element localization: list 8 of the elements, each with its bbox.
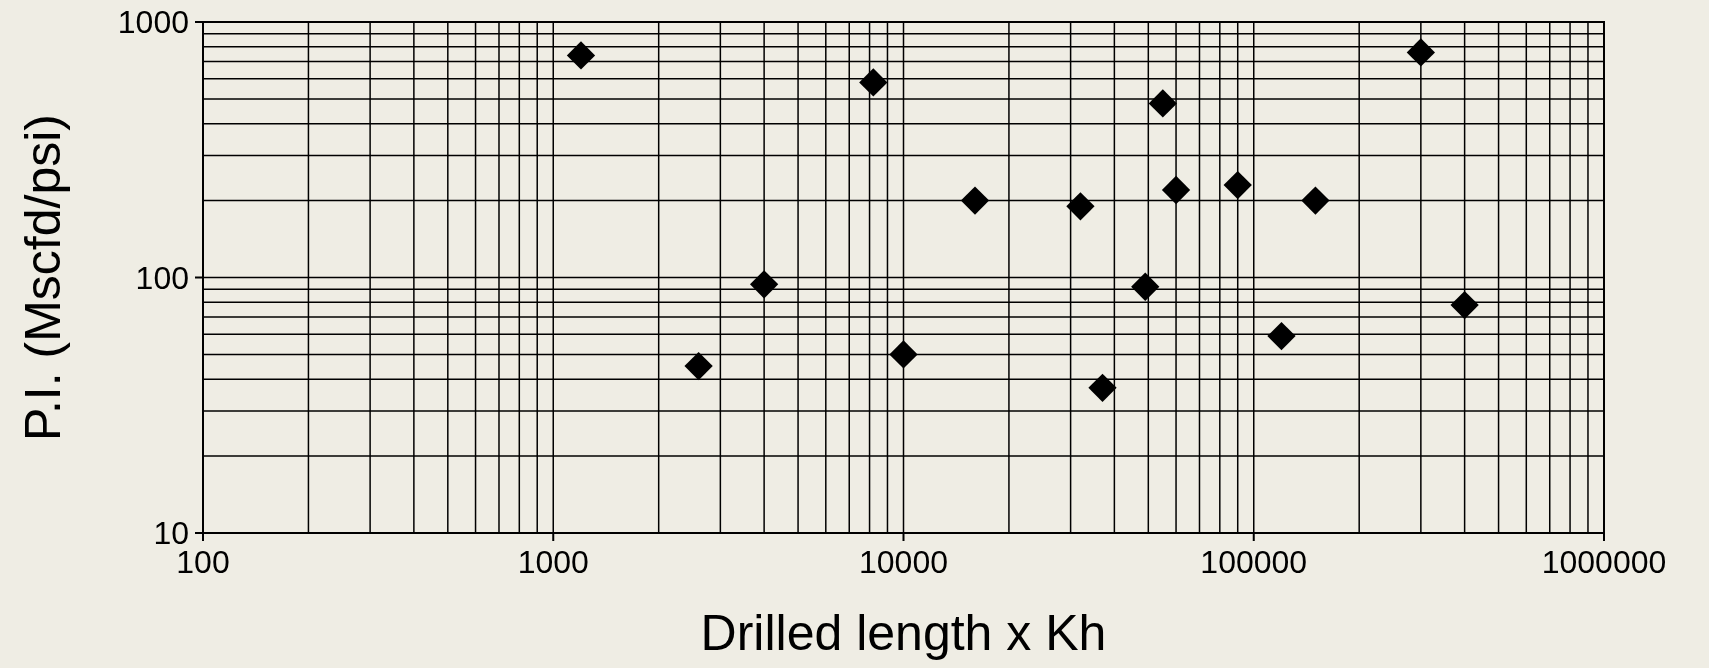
y-tick-label: 100 (135, 259, 189, 296)
y-tick-label: 1000 (117, 4, 189, 41)
x-tick-label: 1000000 (1541, 544, 1667, 580)
x-tick-label: 1000 (517, 544, 589, 580)
y-axis-title: P.I. (Mscfd/psi) (15, 114, 71, 441)
x-tick-label: 100000 (1200, 544, 1308, 580)
x-tick-label: 10000 (859, 544, 948, 580)
x-axis-title: Drilled length x Kh (700, 605, 1107, 661)
